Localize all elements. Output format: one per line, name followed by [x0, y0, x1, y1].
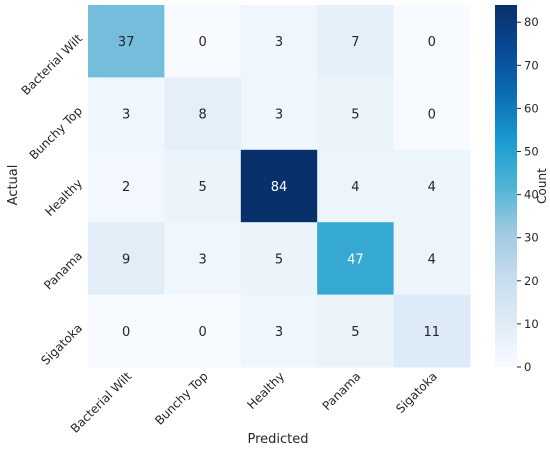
colorbar-tick-label: 50 [524, 145, 539, 159]
heatmap-cell [164, 77, 242, 151]
x-tick-label: Bacterial Wilt [68, 369, 135, 436]
y-tick-labels: Bacterial Wilt Bunchy Top Healthy Panama Sig… [19, 31, 86, 368]
heatmap-cell [164, 5, 242, 78]
heatmap-cell [393, 222, 471, 296]
cell-value-label: 11 [424, 325, 441, 340]
y-axis-label: Actual [6, 165, 21, 206]
heatmap-cell [164, 294, 242, 368]
heatmap-cell [317, 149, 395, 223]
cell-value-label: 7 [351, 35, 359, 50]
y-tick-label: Bunchy Top [27, 104, 86, 163]
heatmap-cell [317, 77, 395, 151]
heatmap-cell [164, 222, 242, 296]
heatmap-cell [240, 77, 318, 151]
x-tick-label: Panama [320, 369, 364, 413]
heatmap-cell-labels: 37 0 3 7 03 8 3 5 02 5 84 4 49 3 5 47 40 0 3 5 11 [118, 35, 440, 340]
colorbar-tick-label: 0 [524, 360, 531, 374]
heatmap-cell [393, 294, 471, 368]
cell-value-label: 3 [122, 108, 130, 123]
x-tick-label: Bunchy Top [152, 369, 211, 428]
cell-value-label: 5 [351, 108, 359, 123]
cell-value-label: 5 [351, 325, 359, 340]
cell-value-label: 4 [428, 180, 436, 195]
y-tick-label: Sigatoka [38, 321, 85, 368]
colorbar [495, 5, 517, 367]
heatmap-cell [317, 294, 395, 368]
heatmap-cell [240, 149, 318, 223]
heatmap-cell [240, 222, 318, 296]
cell-value-label: 9 [122, 252, 130, 267]
heatmap-cell [393, 5, 471, 78]
colorbar-tick-label: 20 [524, 274, 539, 288]
cell-value-label: 84 [271, 180, 288, 195]
colorbar-label: Count [535, 168, 549, 204]
heatmap-cell [164, 149, 242, 223]
y-tick-label: Healthy [42, 176, 85, 219]
cell-value-label: 0 [428, 35, 436, 50]
heatmap-cell [88, 5, 165, 78]
heatmap-cell [88, 149, 165, 223]
cell-value-label: 5 [198, 180, 206, 195]
cell-value-label: 3 [275, 325, 283, 340]
heatmap-cells [88, 5, 471, 368]
x-tick-labels: Bacterial Wilt Bunchy Top Healthy Panama Sig… [68, 369, 440, 436]
heatmap-cell [88, 222, 165, 296]
cell-value-label: 0 [122, 325, 130, 340]
heatmap-cell [317, 222, 395, 296]
heatmap-cell [88, 294, 165, 368]
x-axis-label: Predicted [247, 432, 308, 447]
cell-value-label: 3 [275, 35, 283, 50]
x-tick-label: Sigatoka [393, 369, 440, 416]
colorbar-tick-label: 80 [524, 15, 539, 29]
colorbar-tick-label: 10 [524, 317, 539, 331]
heatmap-cell [317, 5, 395, 78]
colorbar-tick-label: 60 [524, 101, 539, 115]
cell-value-label: 4 [351, 180, 359, 195]
heatmap-cell [393, 149, 471, 223]
cell-value-label: 2 [122, 180, 130, 195]
heatmap-cell [240, 5, 318, 78]
x-tick-label: Healthy [244, 369, 287, 412]
cell-value-label: 3 [198, 252, 206, 267]
cell-value-label: 0 [198, 325, 206, 340]
cell-value-label: 0 [428, 108, 436, 123]
heatmap-cell [88, 77, 165, 151]
cell-value-label: 4 [428, 252, 436, 267]
cell-value-label: 0 [198, 35, 206, 50]
colorbar-tick-label: 70 [524, 58, 539, 72]
cell-value-label: 3 [275, 108, 283, 123]
y-tick-label: Bacterial Wilt [19, 31, 86, 98]
cell-value-label: 8 [198, 108, 206, 123]
heatmap-cell [393, 77, 471, 151]
colorbar-tick-label: 30 [524, 231, 539, 245]
colorbar-tick-label: 40 [524, 188, 539, 202]
cell-value-label: 5 [275, 252, 283, 267]
cell-value-label: 47 [347, 252, 364, 267]
colorbar-ticks: 0 10 20 30 40 50 60 70 80 [517, 15, 539, 374]
heatmap-cell [240, 294, 318, 368]
y-tick-label: Panama [41, 249, 85, 293]
cell-value-label: 37 [118, 35, 135, 50]
